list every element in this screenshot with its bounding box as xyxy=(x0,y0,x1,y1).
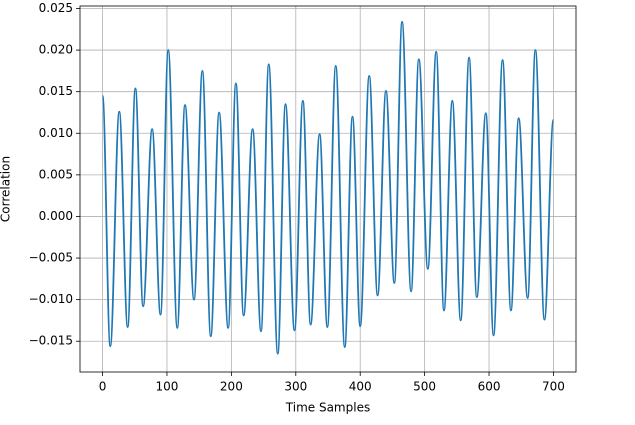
x-tick-label: 300 xyxy=(284,380,307,394)
y-tick-label: −0.010 xyxy=(29,292,73,306)
y-tick-label: 0.015 xyxy=(39,84,73,98)
x-tick-label: 400 xyxy=(349,380,372,394)
x-axis-label: Time Samples xyxy=(285,401,370,415)
y-tick-label: −0.005 xyxy=(29,251,73,265)
x-tick-label: 700 xyxy=(542,380,565,394)
x-tick-label: 500 xyxy=(413,380,436,394)
x-tick-label: 100 xyxy=(156,380,179,394)
y-tick-label: 0.000 xyxy=(39,209,73,223)
x-tick-label: 600 xyxy=(478,380,501,394)
x-tick-label: 0 xyxy=(99,380,107,394)
y-tick-label: 0.010 xyxy=(39,126,73,140)
plot-frame xyxy=(79,5,577,373)
y-tick-label: 0.020 xyxy=(39,43,73,57)
y-axis-label: Correlation xyxy=(0,156,13,222)
x-tick-label: 200 xyxy=(220,380,243,394)
y-tick-label: 0.005 xyxy=(39,167,73,181)
y-tick-label: 0.025 xyxy=(39,1,73,15)
y-tick-label: −0.015 xyxy=(29,334,73,348)
data-line xyxy=(101,20,555,355)
